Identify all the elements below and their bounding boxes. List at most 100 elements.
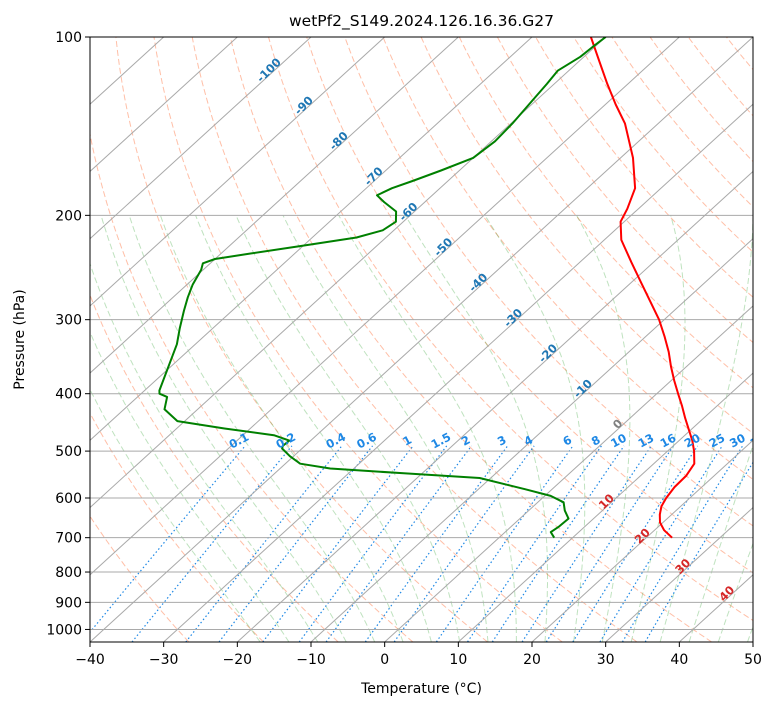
isotherm-line: [384, 305, 753, 642]
y-tick-label: 200: [55, 208, 82, 224]
dry-adiabat: [268, 37, 753, 622]
dry-adiabat: [496, 37, 753, 344]
dry-adiabat: [90, 293, 339, 642]
x-tick-label: 50: [744, 652, 762, 668]
dry-adiabat: [649, 37, 753, 163]
mixing-ratio-label: 25: [707, 431, 728, 451]
isotherm-line: [90, 37, 753, 642]
y-tick-label: 800: [55, 565, 82, 581]
dry-adiabat: [153, 37, 563, 642]
x-axis-label: Temperature (°C): [360, 681, 482, 697]
dry-adiabat: [191, 37, 638, 642]
moist-adiabat: [195, 215, 432, 642]
mixing-ratio-line: [545, 445, 674, 642]
dry-adiabat: [306, 37, 753, 574]
y-axis: 100 200 300 400 500 600 700 800 900 1000: [46, 30, 90, 638]
x-tick-label: 40: [670, 652, 688, 668]
isotherm-line: [90, 37, 680, 576]
mixing-ratio-line: [521, 445, 652, 642]
y-tick-label: 400: [55, 387, 82, 403]
mixing-ratio-line: [491, 445, 625, 642]
mixing-ratio-label: 30: [727, 431, 748, 451]
y-axis-label: Pressure (hPa): [12, 289, 28, 389]
dewpoint-profile: [158, 37, 607, 539]
y-tick-label: 300: [55, 313, 82, 329]
moist-adiabat: [235, 215, 461, 642]
isotherm-line: [457, 372, 753, 642]
y-tick-label: 1000: [46, 622, 82, 638]
mixing-ratio-line: [364, 445, 509, 642]
moist-adiabat: [659, 215, 753, 642]
dry-adiabat: [90, 412, 264, 642]
mixing-ratio-label: 13: [636, 431, 657, 451]
isotherm-line: [90, 37, 459, 374]
moist-adiabat: [576, 215, 631, 642]
moist-adiabat: [404, 215, 548, 642]
moist-adiabat: [717, 542, 753, 642]
moist-adiabat: [90, 330, 290, 642]
mixing-ratio-label: 36: [748, 431, 769, 451]
y-tick-label: 600: [55, 491, 82, 507]
mixing-ratio-line: [393, 445, 535, 642]
moist-adiabat: [100, 215, 347, 642]
x-tick-label: −10: [296, 652, 326, 668]
plot-frame: [89, 36, 754, 643]
dry-adiabat: [115, 37, 488, 642]
mixing-ratio-line: [572, 445, 699, 642]
dry-adiabat-lines: [90, 37, 753, 642]
isotherm-line: [531, 439, 753, 642]
isotherm-line: [90, 37, 312, 240]
temperature-profile: [589, 37, 696, 539]
mixing-ratio-line: [262, 445, 414, 642]
moist-adiabat: [90, 388, 261, 642]
y-tick-label: 100: [55, 30, 82, 46]
dry-adiabat: [90, 131, 414, 642]
x-tick-label: −20: [223, 652, 253, 668]
isotherm-line: [163, 103, 753, 642]
mixing-ratio-line: [599, 445, 723, 642]
x-tick-label: −40: [75, 652, 105, 668]
dry-adiabat: [90, 515, 190, 642]
isotherm-line: [310, 237, 753, 642]
mixing-ratio-lines: [90, 445, 753, 642]
mixing-ratio-label: 16: [658, 431, 679, 451]
mixing-ratio-line: [218, 445, 373, 642]
moist-adiabat: [159, 215, 404, 642]
x-axis: −40 −30 −20 −10 0 10 20 30 40 50: [75, 642, 762, 668]
isotherm-line: [605, 506, 753, 642]
moist-adiabat: [338, 215, 517, 642]
y-tick-label: 500: [55, 444, 82, 460]
y-tick-label: 900: [55, 595, 82, 611]
moist-adiabat: [688, 443, 753, 642]
isotherm-line: [90, 37, 238, 173]
dry-adiabat: [611, 37, 753, 208]
x-tick-label: 0: [380, 652, 389, 668]
moist-adiabat-lines: [90, 215, 753, 642]
mixing-ratio-label: 10: [608, 431, 629, 451]
moist-adiabat: [282, 215, 489, 642]
mixing-ratio-line: [185, 445, 343, 642]
x-tick-label: 30: [597, 652, 615, 668]
isotherm-grid: [90, 37, 753, 642]
isotherm-line: [90, 37, 386, 307]
isobar-grid: [90, 37, 753, 630]
mixing-ratio-label: 20: [682, 431, 703, 451]
isotherm-line: [90, 37, 607, 509]
chart-title: wetPf2_S149.2024.126.16.36.G27: [289, 12, 554, 31]
y-tick-label: 700: [55, 531, 82, 547]
mixing-ratio-line: [298, 445, 448, 642]
moist-adiabat: [484, 215, 586, 642]
moist-adiabat: [90, 262, 319, 642]
isotherm-line: [236, 170, 753, 642]
moist-adiabat: [128, 215, 376, 642]
dry-adiabat: [573, 37, 753, 253]
mixing-ratio-line: [325, 445, 472, 642]
isotherm-line: [90, 37, 533, 442]
mixing-ratio-line: [90, 445, 246, 634]
x-tick-label: 10: [449, 652, 467, 668]
x-tick-label: −30: [149, 652, 179, 668]
dry-adiabat: [229, 37, 712, 642]
x-tick-label: 20: [523, 652, 541, 668]
dry-adiabat: [382, 37, 753, 481]
